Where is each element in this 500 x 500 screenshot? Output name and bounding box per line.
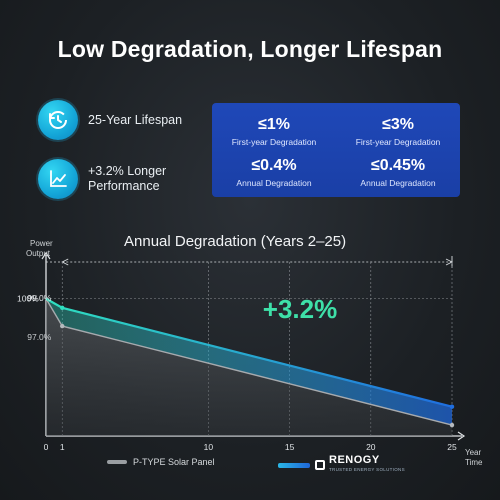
y-tick-label: 100% — [17, 294, 39, 304]
legend-p-type: P-TYPE Solar Panel — [107, 457, 215, 467]
stat-desc: Annual Degradation — [236, 178, 312, 188]
renogy-point — [60, 305, 65, 310]
chart-title: Annual Degradation (Years 2–25) — [124, 233, 347, 250]
legend-swatch-blue — [278, 462, 310, 468]
stat-item: ≤0.45% Annual Degradation — [336, 157, 460, 189]
legend-swatch-gray — [107, 460, 127, 464]
feature-performance: +3.2% Longer Performance — [38, 159, 198, 199]
legend-label-p-type: P-TYPE Solar Panel — [133, 457, 215, 467]
stats-panel: ≤1% First-year Degradation ≤3% First-yea… — [212, 103, 460, 197]
x-tick-label: 10 — [204, 442, 214, 452]
stat-desc: First-year Degradation — [355, 137, 441, 147]
chart-labels: 0 1 10 15 20 25 100%99.0% 97.0% +3.2% — [17, 293, 457, 452]
clock-history-icon — [38, 100, 78, 140]
data-label: 99.0% — [27, 293, 52, 303]
y-axis-label-line-2: Output — [26, 249, 51, 258]
renogy-point — [449, 404, 455, 409]
stat-item: ≤0.4% Annual Degradation — [212, 157, 336, 189]
x-axis-arrow — [457, 431, 466, 441]
stat-item: ≤3% First-year Degradation — [336, 116, 460, 148]
p-type-point — [449, 422, 455, 428]
y-axis-label-line-1: Power — [30, 239, 53, 248]
stat-value: ≤3% — [382, 116, 414, 133]
legend-renogy: RENOGY TRUSTED ENERGY SOLUTIONS — [278, 454, 405, 474]
x-axis-label-line-1: Year — [465, 448, 482, 457]
p-type-point — [60, 323, 65, 329]
x-tick-label: 0 — [44, 442, 49, 452]
data-label: 97.0% — [27, 332, 52, 342]
feature-lifespan: 25-Year Lifespan — [38, 100, 198, 140]
x-tick-label: 15 — [285, 442, 295, 452]
trend-chart-icon — [38, 159, 78, 199]
brand-tag: TRUSTED ENERGY SOLUTIONS — [329, 467, 405, 472]
x-tick-label: 25 — [447, 442, 457, 452]
stat-desc: Annual Degradation — [360, 178, 436, 188]
advantage-annotation: +3.2% — [263, 294, 337, 324]
stat-value: ≤0.4% — [251, 157, 297, 174]
chart-lines — [45, 297, 455, 428]
y-axis-arrow — [41, 251, 51, 260]
brand-logo: RENOGY TRUSTED ENERGY SOLUTIONS — [329, 454, 405, 474]
stat-item: ≤1% First-year Degradation — [212, 116, 336, 148]
renogy-logo-icon — [315, 460, 325, 470]
x-tick-label: 1 — [60, 442, 65, 452]
feature-label: +3.2% Longer Performance — [88, 164, 167, 193]
x-axis-label-line-2: Time — [465, 458, 483, 467]
feature-label: 25-Year Lifespan — [88, 112, 183, 127]
stat-value: ≤1% — [258, 116, 290, 133]
brand-name: RENOGY — [329, 454, 380, 466]
stat-value: ≤0.45% — [370, 157, 426, 174]
p-type-area — [46, 298, 452, 436]
stat-desc: First-year Degradation — [231, 137, 317, 147]
page-title: Low Degradation, Longer Lifespan — [57, 36, 443, 62]
x-tick-label: 20 — [366, 442, 376, 452]
